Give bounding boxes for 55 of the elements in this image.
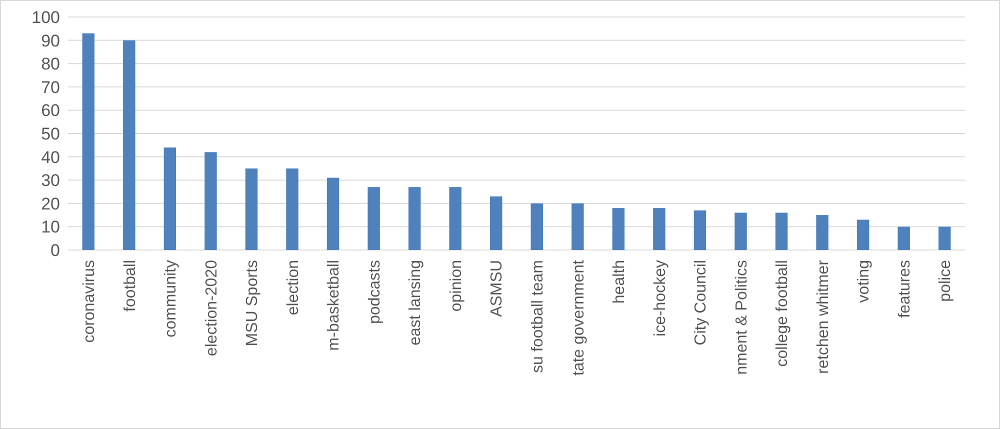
bar — [245, 168, 258, 250]
x-tick-label: community — [162, 260, 180, 338]
y-tick-label: 10 — [41, 218, 60, 237]
x-tick-label: su football team — [529, 260, 546, 373]
bar — [123, 40, 136, 250]
x-tick-label: election — [284, 260, 302, 316]
x-tick-label: ice-hockey — [652, 260, 669, 336]
y-tick-label: 70 — [41, 78, 60, 97]
y-tick-label: 0 — [50, 240, 60, 260]
x-tick-label: City Council — [692, 260, 710, 346]
x-tick-label: health — [611, 260, 628, 304]
x-tick-label: voting — [856, 260, 873, 303]
x-tick-label: coronavirus — [80, 260, 98, 343]
x-tick-label: m-basketball — [326, 260, 343, 351]
y-tick-label: 20 — [41, 194, 60, 214]
bar — [775, 212, 788, 250]
x-tick-label: tate government — [570, 259, 588, 376]
x-tick-label: college football — [774, 260, 792, 367]
bar — [856, 220, 870, 250]
bar — [368, 187, 380, 250]
bar — [938, 226, 951, 250]
y-tick-label: 50 — [41, 124, 60, 144]
bar — [653, 208, 666, 250]
bar — [612, 208, 625, 250]
y-tick-label: 60 — [41, 101, 60, 120]
y-tick-label: 100 — [32, 8, 60, 27]
x-tick-label: retchen whitmer — [814, 259, 832, 374]
x-tick-label: election-2020 — [203, 260, 220, 356]
x-tick-label: nment & Politics — [733, 260, 750, 375]
bar — [326, 178, 340, 250]
bar — [898, 226, 910, 250]
y-tick-label: 80 — [41, 54, 60, 74]
bar — [204, 152, 217, 250]
y-tick-label: 90 — [41, 31, 60, 50]
x-tick-label: football — [122, 260, 139, 312]
bar — [82, 33, 94, 250]
x-tick-label: podcasts — [366, 260, 384, 324]
y-tick-label: 40 — [41, 148, 60, 167]
bar — [449, 187, 462, 250]
x-tick-label: ASMSU — [488, 260, 506, 317]
bar — [286, 168, 298, 250]
y-tick-label: 30 — [41, 171, 60, 190]
x-tick-label: east lansing — [407, 260, 424, 346]
bar — [572, 203, 584, 250]
bar — [490, 196, 502, 250]
x-tick-label: police — [937, 260, 954, 302]
bar — [694, 210, 706, 250]
bar — [530, 203, 543, 250]
x-tick-label: opinion — [448, 260, 465, 312]
bar — [408, 187, 421, 250]
bar — [816, 215, 828, 250]
bar — [734, 212, 747, 250]
x-tick-label: features — [896, 260, 914, 318]
x-tick-label: MSU Sports — [244, 260, 262, 346]
bar — [164, 147, 176, 250]
